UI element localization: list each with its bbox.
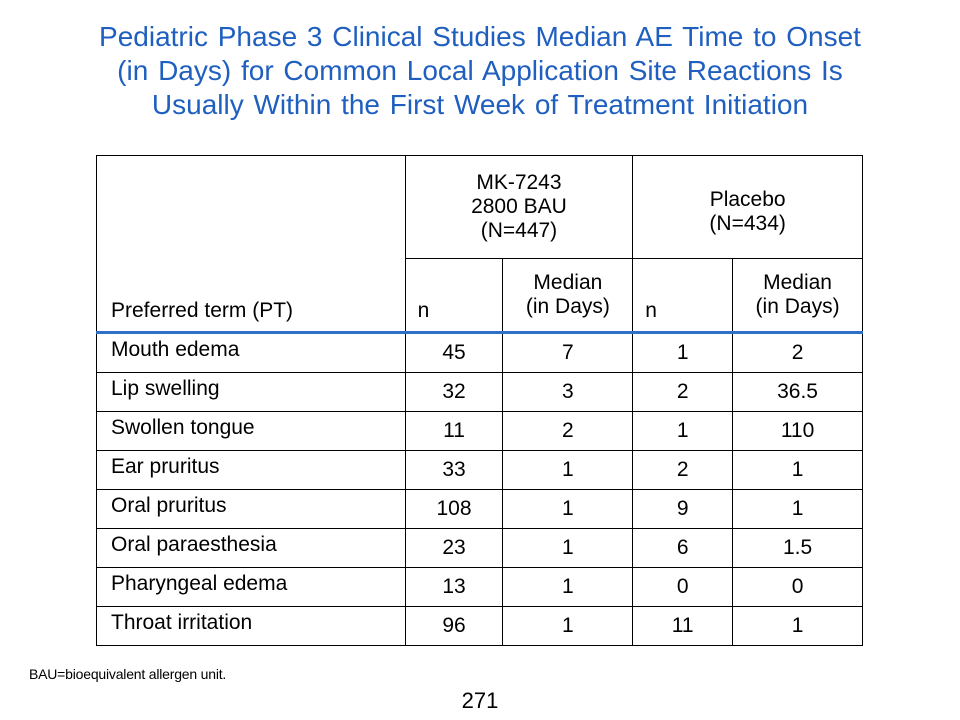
table-row: Lip swelling 32 3 2 36.5	[96, 372, 863, 412]
placebo-median-cell: 110	[732, 411, 863, 451]
placebo-n-cell: 11	[632, 606, 734, 646]
title-line-3: Usually Within the First Week of Treatme…	[151, 89, 809, 120]
mk7243-median-cell: 3	[502, 372, 634, 412]
preferred-term-cell: Oral paraesthesia	[96, 528, 406, 568]
table-row: Throat irritation 96 1 11 1	[96, 606, 863, 646]
placebo-name: Placebo	[709, 188, 786, 211]
header-mk7243-n: n	[404, 258, 504, 334]
header-mk7243-median: Median (in Days)	[502, 258, 634, 334]
placebo-n-cell: 9	[632, 489, 734, 529]
mk7243-median-cell: 1	[502, 567, 634, 607]
mk7243-n-cell: 96	[404, 606, 504, 646]
mk7243-median-cell: 2	[502, 411, 634, 451]
table-row: Pharyngeal edema 13 1 0 0	[96, 567, 863, 607]
mk7243-median-cell: 1	[502, 528, 634, 568]
header-placebo-median: Median (in Days)	[732, 258, 863, 334]
header-row-groups: Preferred term (PT) MK-7243 2800 BAU (N=…	[96, 155, 863, 334]
placebo-median-cell: 0	[732, 567, 863, 607]
median-label: Median	[533, 271, 603, 294]
placebo-n-cell: 2	[632, 372, 734, 412]
placebo-median-cell: 36.5	[732, 372, 863, 412]
header-row-subcolumns: n Median (in Days) n Median (in Days)	[97, 258, 863, 334]
header-mk7243-group: MK-7243 2800 BAU (N=447)	[404, 155, 634, 259]
placebo-n-cell: 0	[632, 567, 734, 607]
footnote: BAU=bioequivalent allergen unit.	[29, 666, 227, 682]
mk7243-median-cell: 1	[502, 489, 634, 529]
page-number: 271	[461, 688, 499, 713]
mk7243-n: (N=447)	[480, 219, 558, 242]
preferred-term-cell: Mouth edema	[96, 332, 406, 373]
placebo-median-cell: 1	[732, 450, 863, 490]
placebo-n-cell: 1	[632, 411, 734, 451]
preferred-term-cell: Lip swelling	[96, 372, 406, 412]
table-row: Swollen tongue 11 2 1 110	[96, 411, 863, 451]
preferred-term-cell: Pharyngeal edema	[96, 567, 406, 607]
mk7243-median-cell: 1	[502, 606, 634, 646]
median-unit: (in Days)	[755, 295, 840, 318]
mk7243-median-cell: 7	[502, 332, 634, 373]
placebo-n: (N=434)	[709, 212, 786, 235]
header-placebo-group: Placebo (N=434)	[632, 155, 863, 259]
preferred-term-cell: Oral pruritus	[96, 489, 406, 529]
header-placebo-n: n	[632, 258, 734, 334]
mk7243-n-cell: 13	[404, 567, 504, 607]
mk7243-n-cell: 23	[404, 528, 504, 568]
mk7243-n-cell: 45	[404, 332, 504, 373]
preferred-term-cell: Ear pruritus	[96, 450, 406, 490]
median-unit: (in Days)	[525, 295, 610, 318]
placebo-n-cell: 6	[632, 528, 734, 568]
mk7243-n-cell: 33	[404, 450, 504, 490]
table-row: Mouth edema 45 7 1 2	[96, 332, 863, 373]
title-line-2: (in Days) for Common Local Application S…	[117, 55, 843, 86]
preferred-term-cell: Swollen tongue	[96, 411, 406, 451]
median-label: Median	[763, 271, 832, 294]
placebo-n-cell: 1	[632, 332, 734, 373]
placebo-n-cell: 2	[632, 450, 734, 490]
mk7243-n-cell: 108	[404, 489, 504, 529]
slide-title: Pediatric Phase 3 Clinical Studies Media…	[20, 20, 940, 122]
placebo-median-cell: 1	[732, 489, 863, 529]
mk7243-n-cell: 32	[404, 372, 504, 412]
mk7243-dose: 2800 BAU	[471, 195, 567, 218]
placebo-median-cell: 1	[732, 606, 863, 646]
table-row: Oral pruritus 108 1 9 1	[96, 489, 863, 529]
header-preferred-term: Preferred term (PT)	[96, 155, 406, 334]
mk7243-name: MK-7243	[476, 171, 562, 194]
ae-onset-table: Preferred term (PT) MK-7243 2800 BAU (N=…	[96, 155, 863, 646]
placebo-median-cell: 1.5	[732, 528, 863, 568]
preferred-term-cell: Throat irritation	[96, 606, 406, 646]
placebo-median-cell: 2	[732, 332, 863, 373]
table-row: Oral paraesthesia 23 1 6 1.5	[96, 528, 863, 568]
mk7243-median-cell: 1	[502, 450, 634, 490]
table-row: Ear pruritus 33 1 2 1	[96, 450, 863, 490]
mk7243-n-cell: 11	[404, 411, 504, 451]
title-line-1: Pediatric Phase 3 Clinical Studies Media…	[99, 21, 861, 52]
